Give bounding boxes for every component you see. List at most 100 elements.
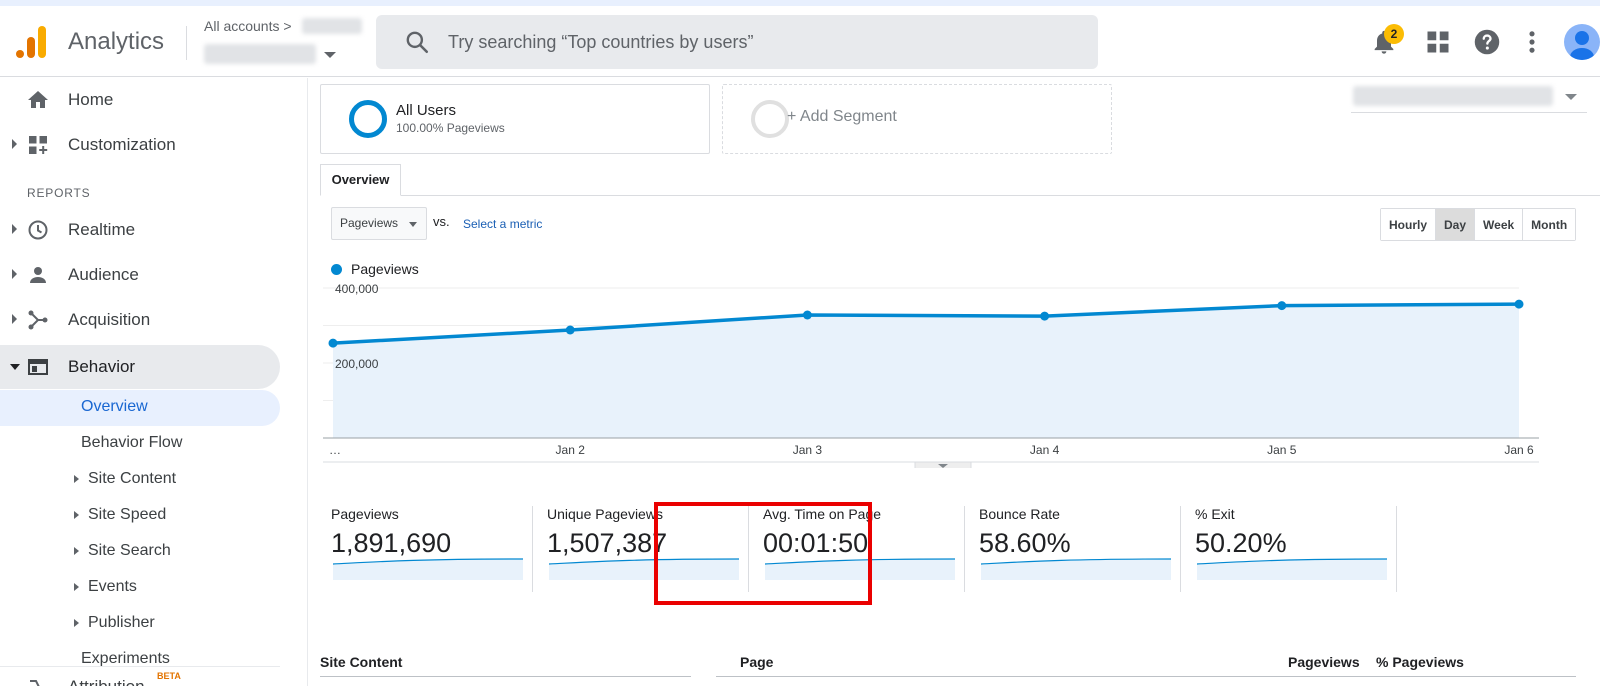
nav-events[interactable]: Events [0,570,280,606]
nav-site-content-label: Site Content [88,470,177,487]
site-content-underline [320,676,691,677]
select-metric-link[interactable]: Select a metric [463,217,543,231]
scorecard-sparkline [333,558,523,580]
x-tick-label: Jan 4 [1030,443,1060,457]
date-range-redacted[interactable] [1353,86,1553,106]
bounce-rate-highlight-box [654,502,872,605]
nav-customization[interactable]: Customization [0,123,280,167]
data-point [1514,299,1524,309]
site-content-header[interactable]: Site Content [320,654,403,670]
expand-caret-icon[interactable] [74,619,79,627]
segment-detail: 100.00% Pageviews [396,121,505,135]
granularity-day[interactable]: Day [1436,209,1476,240]
clock-icon [28,220,48,240]
notification-count-badge: 2 [1384,24,1404,44]
nav-behavior-label: Behavior [68,357,136,376]
granularity-week[interactable]: Week [1475,209,1524,240]
scorecard[interactable]: Unique Pageviews 1,507,387 [547,506,759,594]
help-icon[interactable] [1473,28,1501,56]
nav-audience[interactable]: Audience [0,253,280,297]
expand-caret-icon[interactable] [12,139,17,149]
scorecard-value: 00:01:50 [763,528,869,558]
expand-caret-icon[interactable] [74,583,79,591]
app-title[interactable]: Analytics [68,28,165,55]
scorecard-divider [532,506,533,592]
pageviews-line-chart[interactable]: 400,000 200,000 … Jan 2 Jan 3 Jan 4 Jan 5 Jan 6 [323,278,1583,468]
scorecard-label: Avg. Time on Page [763,506,882,522]
nav-realtime-label: Realtime [68,220,136,239]
scorecard-divider [748,506,749,592]
granularity-toggle: Hourly Day Week Month [1380,208,1577,241]
nav-acquisition[interactable]: Acquisition [0,298,280,342]
pageviews-column-header[interactable]: Pageviews [1288,654,1360,670]
collapse-caret-icon[interactable] [10,364,20,370]
top-app-bar: Analytics All accounts > Try searching “… [0,6,1600,77]
x-tick-label: Jan 2 [556,443,586,457]
table-header: Site Content Page Pageviews % Pageviews [320,650,1600,680]
granularity-hourly[interactable]: Hourly [1381,209,1437,240]
nav-audience-label: Audience [68,265,139,284]
search-icon [406,31,429,54]
account-breadcrumb[interactable]: All accounts > [204,18,292,34]
expand-caret-icon[interactable] [74,475,79,483]
all-accounts-link[interactable]: All accounts [204,18,280,34]
nav-realtime[interactable]: Realtime [0,208,280,252]
nav-site-content[interactable]: Site Content [0,462,280,498]
scorecard[interactable]: Bounce Rate 58.60% [979,506,1191,594]
data-point [1277,301,1287,311]
segment-all-users[interactable]: All Users 100.00% Pageviews [320,84,710,154]
nav-home[interactable]: Home [0,78,280,122]
nav-site-speed-label: Site Speed [88,506,167,523]
nav-site-speed[interactable]: Site Speed [0,498,280,534]
granularity-month[interactable]: Month [1523,209,1576,240]
analytics-logo-icon[interactable] [16,24,48,60]
search-placeholder[interactable]: Try searching “Top countries by users” [448,32,754,52]
scorecard-divider [1180,506,1181,592]
apps-grid-icon[interactable] [1424,28,1452,56]
property-name-redacted[interactable] [204,44,316,64]
left-nav: Home Customization REPORTS Realtime Audi… [0,78,308,686]
data-point [328,338,338,348]
nav-behavior-flow[interactable]: Behavior Flow [0,426,280,462]
scorecard-value: 1,891,690 [331,528,452,558]
y-tick-label: 400,000 [335,282,379,296]
scorecard-label: Bounce Rate [979,506,1060,522]
page-column-header[interactable]: Page [740,654,774,670]
scorecard-value: 1,507,387 [547,528,668,558]
nav-publisher[interactable]: Publisher [0,606,280,642]
more-vert-icon[interactable] [1518,28,1546,56]
expand-caret-icon[interactable] [12,269,17,279]
nav-home-label: Home [68,90,114,109]
scorecard[interactable]: % Exit 50.20% [1195,506,1407,594]
search-bar[interactable]: Try searching “Top countries by users” [376,15,1098,69]
nav-site-search-label: Site Search [88,542,171,559]
add-segment-button[interactable]: + Add Segment [722,84,1112,154]
tab-bar-divider [320,195,1600,196]
scorecard-sparkline [765,558,955,580]
attribution-icon [30,680,40,686]
pct-pageviews-column-header[interactable]: % Pageviews [1376,654,1464,670]
nav-behavior-overview[interactable]: Overview [0,390,280,426]
nav-site-search[interactable]: Site Search [0,534,280,570]
expand-caret-icon[interactable] [74,547,79,555]
x-tick-label: Jan 6 [1504,443,1534,457]
expand-caret-icon[interactable] [12,314,17,324]
nav-attribution[interactable]: Attribution BETA [0,666,280,686]
metric-dropdown[interactable]: Pageviews [331,207,427,240]
tab-overview[interactable]: Overview [320,164,401,196]
property-dropdown-caret-icon[interactable] [324,52,336,58]
data-point [1040,311,1050,321]
expand-caret-icon[interactable] [12,224,17,234]
nav-behavior-overview-label: Overview [81,398,148,415]
expand-caret-icon[interactable] [74,511,79,519]
person-icon [30,267,46,283]
table-header-underline [716,676,1576,677]
date-range-caret-icon[interactable] [1565,94,1577,100]
account-avatar[interactable] [1564,24,1600,60]
behavior-window-icon [28,359,48,375]
scorecard[interactable]: Avg. Time on Page 00:01:50 [763,506,975,594]
nav-behavior[interactable]: Behavior [0,345,280,389]
nav-experiments[interactable]: Experiments [0,642,280,678]
header-divider [186,26,187,60]
scorecard[interactable]: Pageviews 1,891,690 [331,506,543,594]
